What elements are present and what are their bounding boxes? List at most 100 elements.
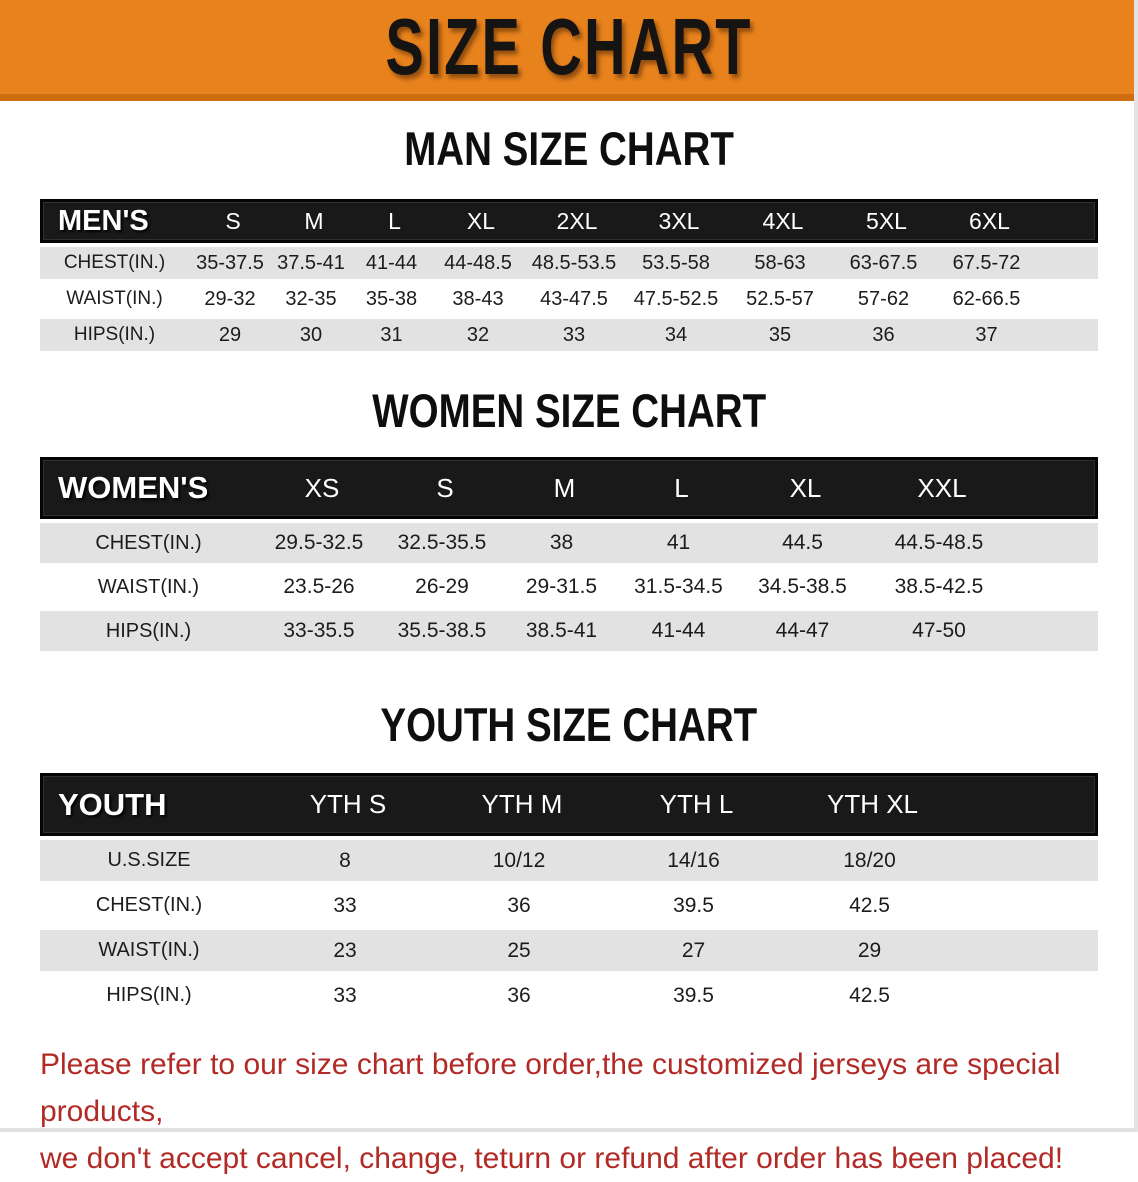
youth-col-header: YTH XL	[826, 789, 919, 819]
men-col-header: 5XL	[866, 207, 907, 234]
youth-ussize-row: U.S.SIZE 8 10/12 14/16 18/20	[40, 836, 1098, 881]
row-label: HIPS(IN.)	[105, 619, 192, 642]
row-label: HIPS(IN.)	[73, 324, 156, 345]
women-waist-row: WAIST(IN.) 23.5-26 26-29 29-31.5 31.5-34…	[40, 563, 1098, 607]
youth-size-table: YOUTH YTH S YTH M YTH L YTH XL U.S.SIZE …	[40, 773, 1098, 1016]
youth-col-header: YTH S	[309, 789, 387, 819]
table-cell: 34.5-38.5	[758, 575, 847, 598]
table-cell: 29	[218, 323, 242, 346]
women-group-label: WOMEN'S	[58, 470, 209, 505]
table-cell: 58-63	[754, 251, 806, 274]
table-cell: 29.5-32.5	[274, 531, 364, 554]
table-cell: 48.5-53.5	[531, 251, 617, 274]
table-cell: 31.5-34.5	[634, 575, 723, 598]
table-cell: 42.5	[849, 983, 890, 1007]
table-cell: 67.5-72	[952, 251, 1021, 274]
men-col-header: M	[304, 207, 324, 234]
table-cell: 30	[299, 323, 323, 346]
table-cell: 34	[664, 323, 688, 346]
table-cell: 41	[666, 531, 691, 554]
women-col-header: XL	[789, 472, 822, 503]
table-cell: 29-32	[204, 287, 256, 310]
youth-group-label: YOUTH	[58, 786, 167, 822]
table-cell: 14/16	[667, 848, 720, 872]
page-title: SIZE CHART	[385, 2, 753, 91]
table-cell: 47.5-52.5	[633, 287, 719, 310]
table-cell: 35	[768, 323, 792, 346]
table-cell: 44-48.5	[444, 251, 512, 274]
table-cell: 33	[333, 893, 357, 917]
men-waist-row: WAIST(IN.) 29-32 32-35 35-38 38-43 43-47…	[40, 279, 1098, 315]
banner: SIZE CHART	[0, 0, 1138, 101]
men-group-label: MEN'S	[58, 204, 149, 237]
women-col-header: XXL	[917, 472, 967, 503]
row-label: HIPS(IN.)	[106, 984, 192, 1006]
men-chest-row: CHEST(IN.) 35-37.5 37.5-41 41-44 44-48.5…	[40, 243, 1098, 279]
women-col-header: M	[553, 472, 576, 503]
table-cell: 44.5-48.5	[894, 531, 984, 554]
youth-col-header: YTH M	[481, 789, 563, 819]
table-cell: 26-29	[415, 575, 469, 598]
women-table-header: WOMEN'S XS S M L XL XXL	[40, 457, 1098, 519]
men-col-header: 3XL	[658, 207, 700, 234]
table-cell: 38	[549, 531, 574, 554]
table-cell: 57-62	[857, 287, 910, 310]
youth-section-title-text: YOUTH SIZE CHART	[380, 698, 758, 751]
women-col-header: L	[674, 472, 689, 503]
disclaimer-line-1: Please refer to our size chart before or…	[40, 1048, 1061, 1128]
table-cell: 41-44	[651, 619, 706, 642]
table-cell: 39.5	[673, 893, 714, 917]
men-section-title: MAN SIZE CHART	[0, 123, 1138, 175]
table-cell: 44.5	[782, 531, 823, 554]
men-section-title-text: MAN SIZE CHART	[404, 122, 734, 175]
row-label: U.S.SIZE	[107, 849, 191, 871]
table-cell: 44-47	[775, 619, 830, 642]
table-cell: 36	[872, 323, 895, 346]
row-label: CHEST(IN.)	[63, 252, 166, 273]
table-cell: 27	[681, 938, 706, 962]
table-cell: 38.5-41	[525, 619, 598, 642]
men-col-header: S	[225, 207, 241, 234]
table-cell: 32-35	[285, 287, 337, 310]
table-cell: 18/20	[843, 848, 896, 872]
youth-hips-row: HIPS(IN.) 33 36 39.5 42.5	[40, 971, 1098, 1016]
women-chest-row: CHEST(IN.) 29.5-32.5 32.5-35.5 38 41 44.…	[40, 519, 1098, 563]
table-cell: 36	[507, 893, 531, 917]
table-cell: 29	[857, 938, 882, 962]
table-cell: 33	[562, 323, 586, 346]
row-label: CHEST(IN.)	[95, 531, 202, 554]
table-cell: 41-44	[365, 251, 418, 274]
table-cell: 53.5-58	[642, 251, 710, 274]
men-col-header: L	[388, 207, 401, 234]
youth-section-title: YOUTH SIZE CHART	[0, 699, 1138, 751]
men-table-header: MEN'S S M L XL 2XL 3XL 4XL 5XL 6XL	[40, 199, 1098, 243]
youth-col-header: YTH L	[659, 789, 734, 819]
row-label: CHEST(IN.)	[95, 894, 203, 916]
table-cell: 38-43	[452, 287, 504, 310]
table-cell: 32.5-35.5	[397, 531, 487, 554]
men-size-table: MEN'S S M L XL 2XL 3XL 4XL 5XL 6XL CHEST…	[40, 199, 1098, 351]
table-cell: 29-31.5	[525, 575, 598, 598]
table-cell: 33-35.5	[283, 619, 355, 642]
disclaimer-note: Please refer to our size chart before or…	[40, 1041, 1110, 1182]
women-size-table: WOMEN'S XS S M L XL XXL CHEST(IN.) 29.5-…	[40, 457, 1098, 651]
disclaimer-line-2: we don't accept cancel, change, teturn o…	[40, 1142, 1064, 1175]
table-cell: 39.5	[673, 983, 714, 1007]
row-label: WAIST(IN.)	[98, 939, 200, 961]
men-col-header: XL	[466, 207, 496, 234]
table-cell: 36	[507, 983, 531, 1007]
table-cell: 23	[333, 938, 357, 962]
women-col-header: XS	[304, 472, 340, 503]
table-cell: 35.5-38.5	[397, 619, 487, 642]
table-cell: 25	[507, 938, 531, 962]
row-label: WAIST(IN.)	[97, 575, 200, 598]
table-cell: 35-37.5	[196, 251, 264, 274]
youth-chest-row: CHEST(IN.) 33 36 39.5 42.5	[40, 881, 1098, 926]
table-cell: 32	[466, 323, 490, 346]
table-cell: 47-50	[912, 619, 966, 642]
table-cell: 23.5-26	[283, 575, 355, 598]
table-cell: 62-66.5	[952, 287, 1021, 310]
table-cell: 37.5-41	[277, 251, 345, 274]
table-cell: 33	[333, 983, 357, 1007]
